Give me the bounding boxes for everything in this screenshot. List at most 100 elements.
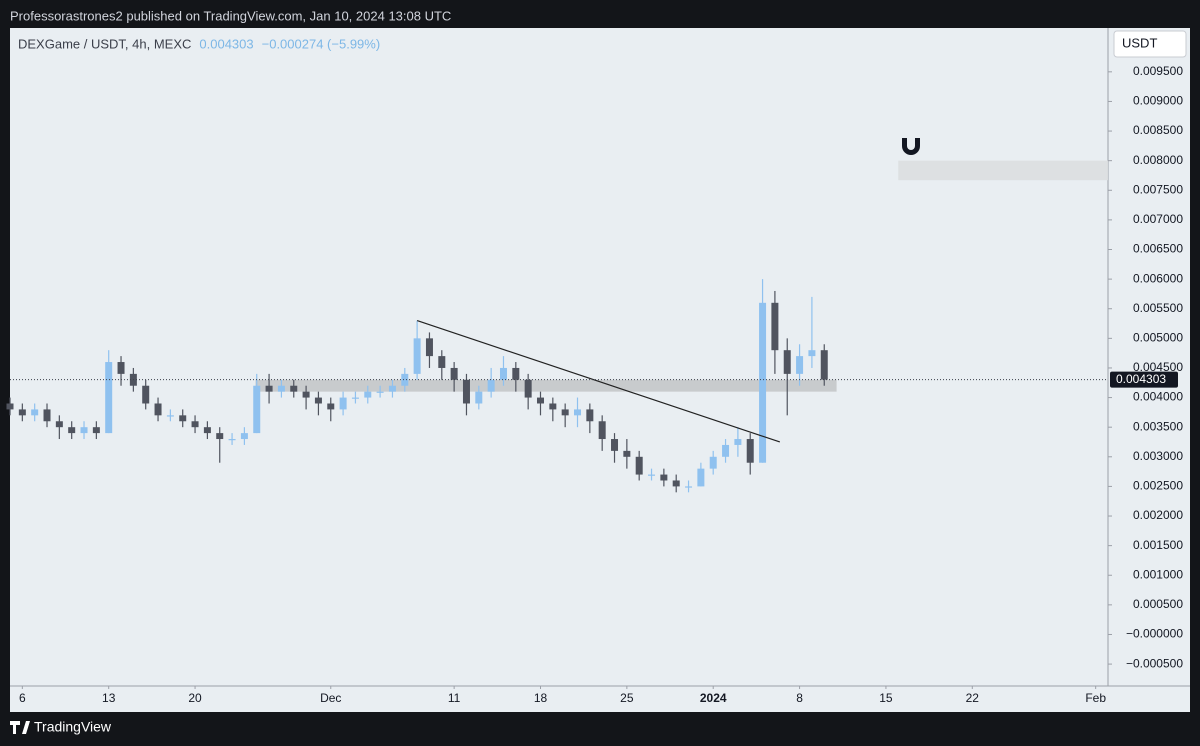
candle-body (536, 397, 544, 404)
y-tick-label: 0.009000 (1133, 94, 1183, 108)
candle-body (216, 433, 224, 440)
candle-body (611, 439, 619, 451)
y-tick-label: 0.007500 (1133, 182, 1183, 196)
y-tick-label: 0.001000 (1133, 567, 1183, 581)
x-tick-label: 11 (448, 691, 461, 705)
x-tick-label: 22 (966, 691, 980, 705)
y-tick-label: 0.002500 (1133, 479, 1183, 493)
candle-body (302, 391, 310, 398)
x-tick-label: 25 (620, 691, 634, 705)
currency-box[interactable] (1113, 30, 1187, 58)
last-price-label: 0.004303 (1116, 372, 1166, 386)
candle-body (425, 338, 433, 357)
candle-body (31, 409, 39, 416)
candle-body (635, 456, 643, 475)
candle-body (290, 385, 298, 392)
candle-body (808, 350, 816, 357)
candle-body (253, 385, 261, 434)
y-tick-label: 0.005500 (1133, 301, 1183, 315)
candle-body (80, 427, 88, 434)
candle-body (413, 338, 421, 374)
y-tick-label: −0.000000 (1126, 627, 1183, 641)
candle-body (203, 427, 211, 434)
x-tick-label: 6 (19, 691, 26, 705)
candle-body (561, 409, 569, 416)
candle-body (339, 397, 347, 410)
legend-price: 0.004303 (199, 36, 253, 51)
candle-body (820, 350, 828, 380)
candle-body (685, 486, 693, 488)
zone (255, 379, 837, 392)
candle-body (388, 385, 396, 392)
candle-body (240, 433, 248, 440)
x-tick-label: 13 (102, 691, 116, 705)
y-tick-label: 0.008000 (1133, 153, 1183, 167)
x-tick-label: Feb (1085, 691, 1106, 705)
tradingview-logo (10, 721, 30, 734)
candle-body (549, 403, 557, 410)
candle-body (265, 385, 273, 392)
candle-body (734, 439, 742, 445)
candle-body (648, 474, 656, 476)
y-tick-label: 0.007000 (1133, 212, 1183, 226)
plot (6, 160, 1108, 493)
candle-body (43, 409, 51, 422)
y-tick-label: 0.008500 (1133, 123, 1183, 137)
candle-body (697, 468, 705, 487)
candle-body (512, 367, 520, 380)
candle-body (105, 362, 113, 434)
candle-body (154, 403, 162, 416)
candle-body (709, 456, 717, 469)
candle-body (55, 421, 63, 428)
y-tick-label: −0.000500 (1126, 656, 1183, 670)
candle-body (117, 362, 125, 374)
trendline (416, 320, 781, 443)
chart-title: DEXGame / USDT, 4h, MEXC (18, 36, 191, 51)
candle-body (660, 474, 668, 481)
candle-body (462, 379, 470, 404)
candle-body (364, 391, 372, 398)
candle-body (314, 397, 322, 404)
x-tick-label: 18 (534, 691, 548, 705)
candle-body (574, 409, 582, 416)
x-tick-label: 2024 (700, 691, 727, 705)
candle-body (722, 444, 730, 457)
candle-body (376, 391, 384, 393)
candle-body (598, 421, 606, 440)
candle-body (771, 302, 779, 351)
y-tick-label: 0.001500 (1133, 538, 1183, 552)
candle-body (475, 391, 483, 404)
candle-body (759, 302, 767, 463)
publisher: Professorastrones2 published on TradingV… (10, 8, 451, 23)
candle-body (796, 356, 804, 374)
candle-body (672, 480, 680, 487)
y-tick-label: 0.003000 (1133, 449, 1183, 463)
candle-body (623, 450, 631, 457)
candle-body (18, 409, 26, 416)
y-tick-label: 0.005000 (1133, 331, 1183, 345)
candle-body (327, 403, 335, 410)
candle-body (524, 379, 532, 398)
y-tick-label: 0.006000 (1133, 271, 1183, 285)
y-tick-label: 0.002000 (1133, 508, 1183, 522)
candle-body (68, 427, 76, 434)
candle-body (487, 379, 495, 392)
x-tick-label: Dec (320, 691, 341, 705)
candle-body (783, 350, 791, 374)
candle-body (746, 439, 754, 463)
x-tick-label: 15 (879, 691, 893, 705)
magnet-icon[interactable] (902, 138, 920, 155)
candle-body (438, 356, 446, 368)
legend-change: −0.000274 (−5.99%) (262, 36, 381, 51)
last-price-box (1110, 371, 1178, 388)
x-tick-label: 20 (188, 691, 202, 705)
candle-body (277, 385, 285, 392)
y-tick-label: 0.006500 (1133, 242, 1183, 256)
y-tick-label: 0.003500 (1133, 419, 1183, 433)
candle-body (92, 427, 100, 434)
x-tick-label: 8 (796, 691, 803, 705)
y-tick-label: 0.004500 (1133, 360, 1183, 374)
brand: TradingView (34, 719, 112, 735)
